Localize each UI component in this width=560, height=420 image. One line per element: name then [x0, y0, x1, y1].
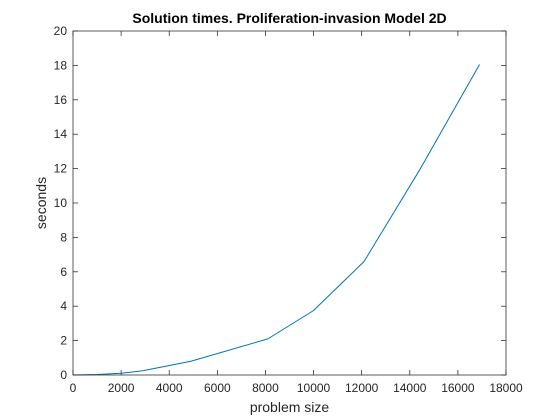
series-layer: [72, 64, 480, 376]
x-tick-label: 6000: [204, 381, 231, 395]
y-tick-label: 0: [60, 368, 67, 382]
chart-title: Solution times. Proliferation-invasion M…: [132, 10, 446, 26]
x-tick-label: 16000: [441, 381, 475, 395]
ticks-layer: 0 2000 4000 6000 8000 10000 12000 14000 16000 180…: [54, 24, 523, 395]
series-line-0: [72, 64, 480, 376]
x-tick-label: 4000: [156, 381, 183, 395]
y-tick-label: 14: [54, 127, 68, 141]
axes-box: [72, 30, 507, 376]
y-tick-label: 12: [54, 162, 68, 176]
y-tick-label: 4: [60, 299, 67, 313]
x-tick-label: 8000: [252, 381, 279, 395]
y-tick-label: 8: [60, 230, 67, 244]
plot-area: [73, 31, 506, 375]
y-tick-label: 20: [54, 24, 68, 38]
x-tick-label: 12000: [345, 381, 379, 395]
x-tick-label: 14000: [393, 381, 427, 395]
x-tick-label: 18000: [489, 381, 523, 395]
y-tick-label: 16: [54, 93, 68, 107]
x-tick-label: 2000: [108, 381, 135, 395]
y-tick-label: 2: [60, 334, 67, 348]
x-axis-label: problem size: [250, 399, 330, 415]
x-tick-label: 10000: [297, 381, 331, 395]
y-tick-label: 10: [54, 196, 68, 210]
x-tick-label: 0: [70, 381, 77, 395]
y-axis-label: seconds: [33, 177, 49, 229]
y-tick-label: 18: [54, 58, 68, 72]
y-tick-label: 6: [60, 265, 67, 279]
